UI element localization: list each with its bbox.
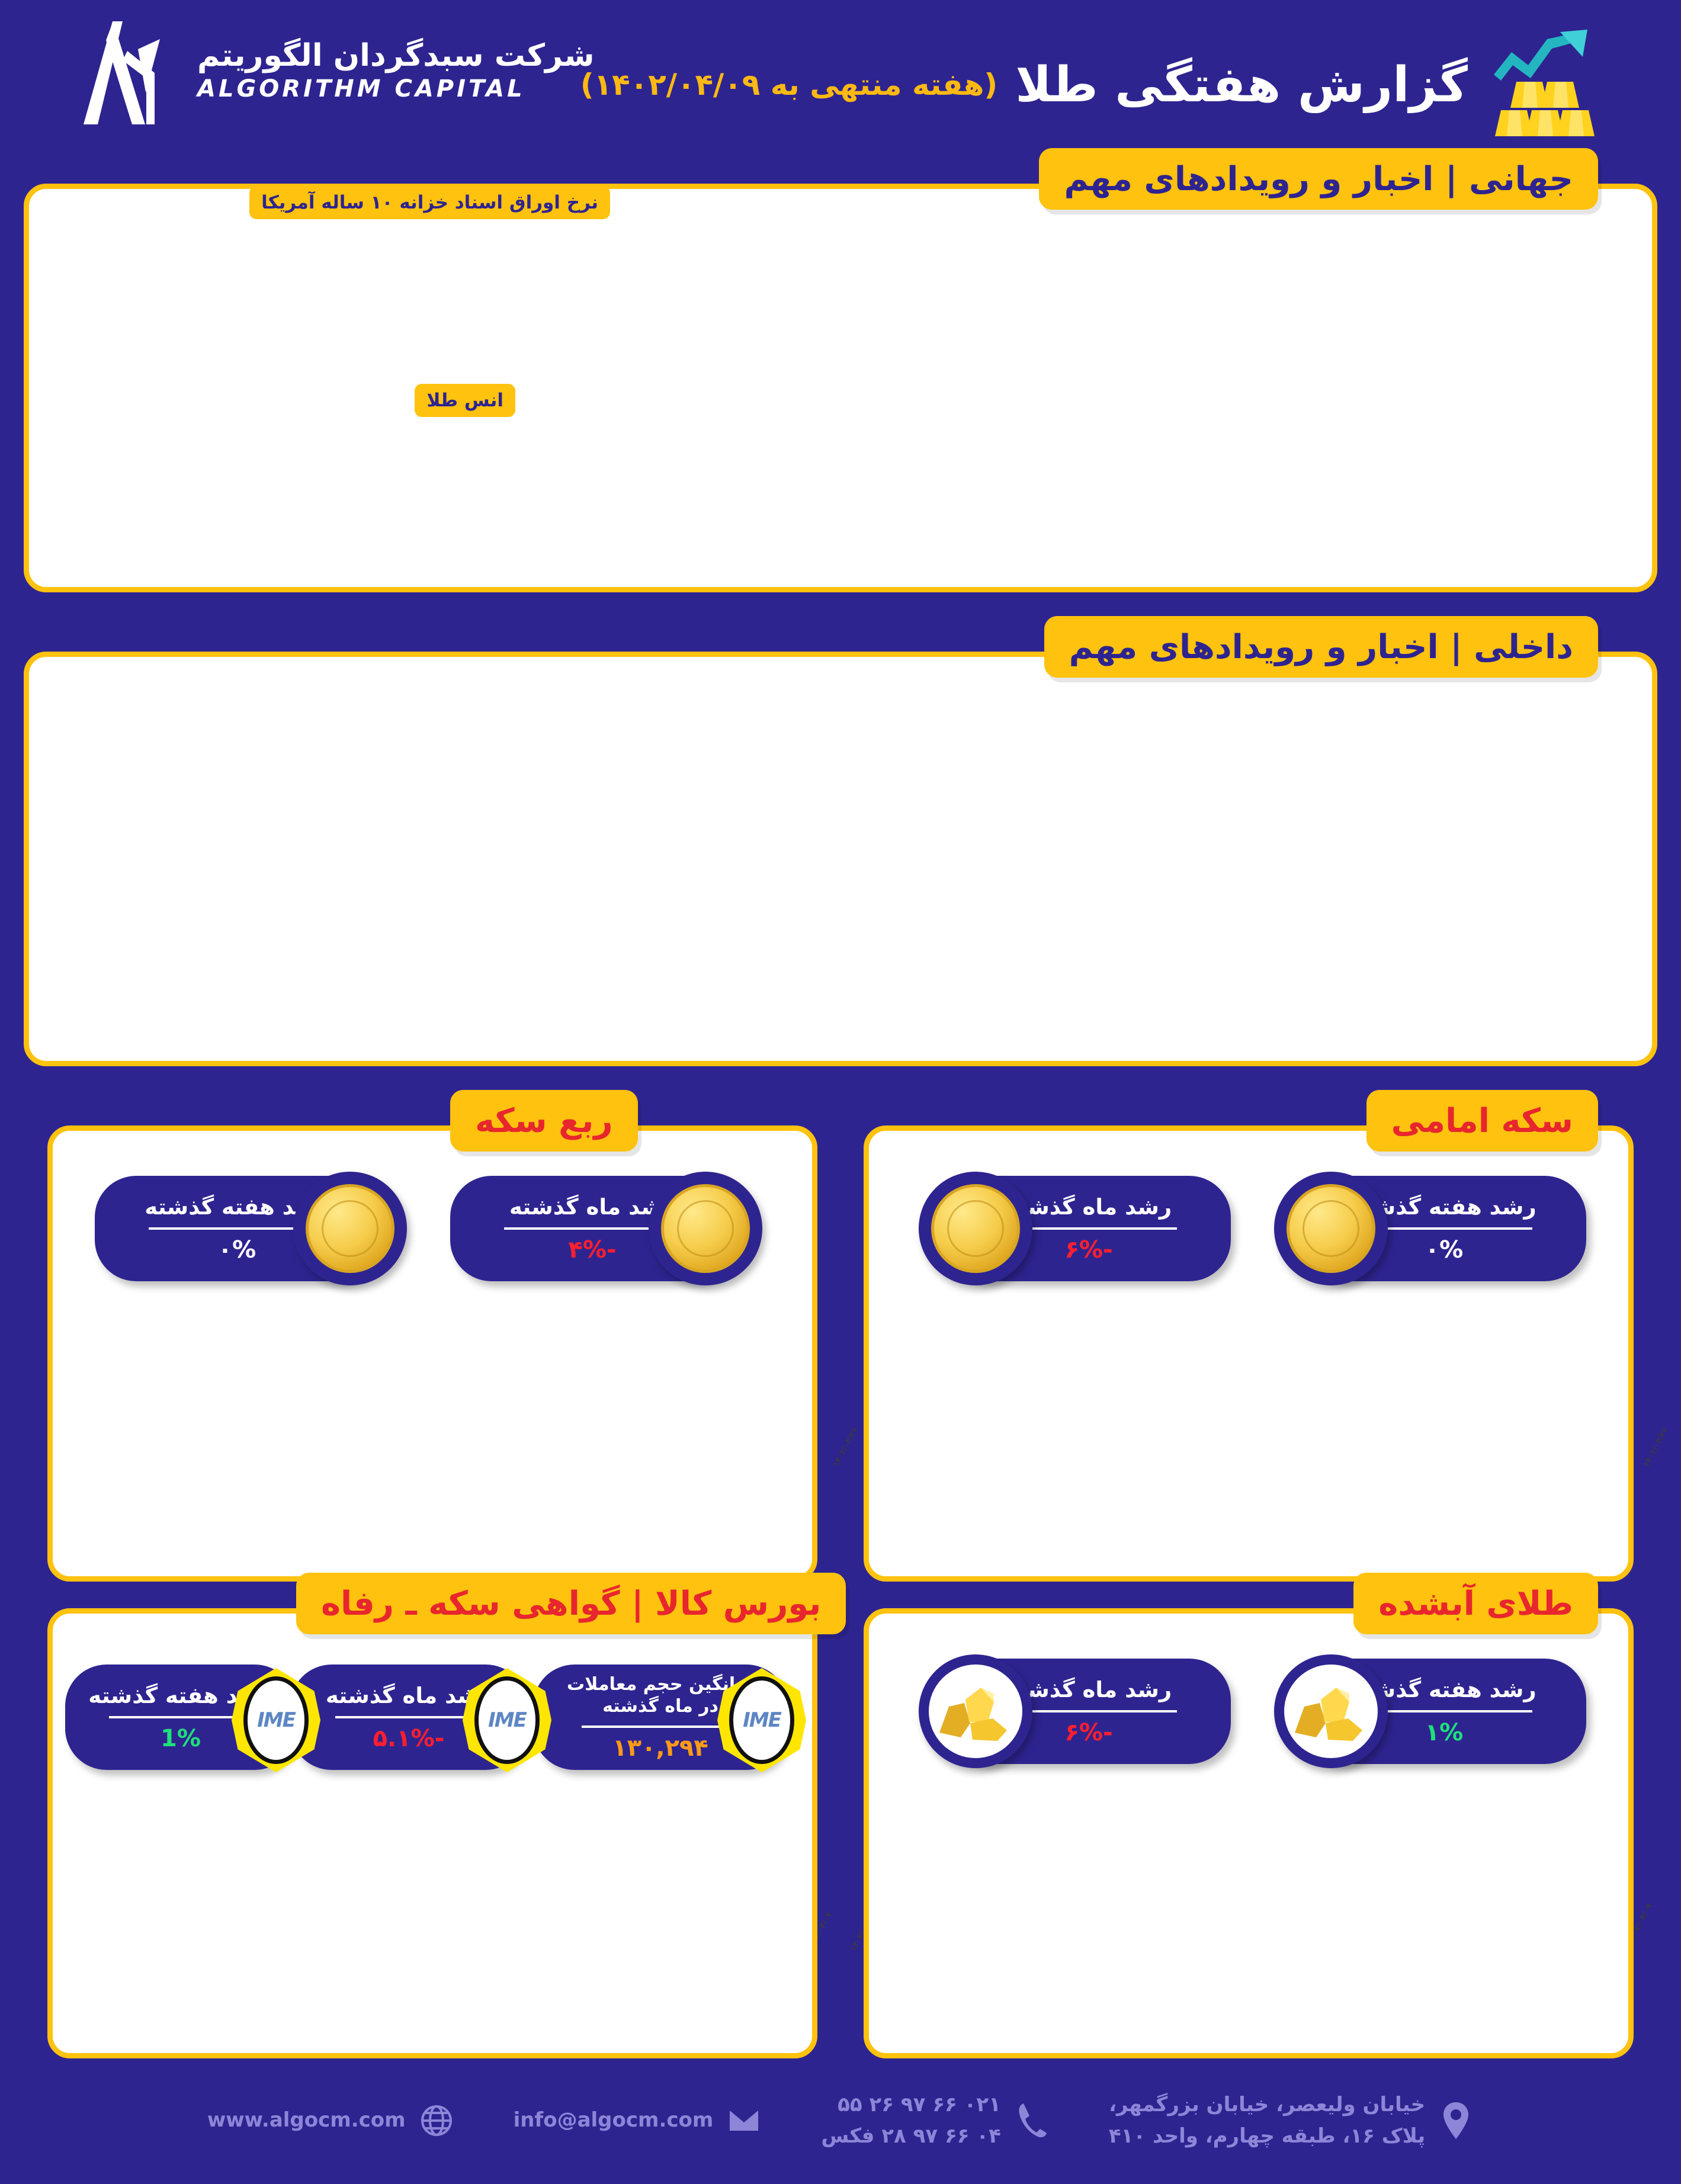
- melted-gold-badge-week: [1274, 1654, 1388, 1768]
- pill-value: ۱۳۰,۲۹۴: [612, 1734, 708, 1762]
- section-banner-emami: سکه امامی: [1366, 1090, 1598, 1152]
- location-pin-icon: [1438, 2101, 1474, 2140]
- envelope-icon: [726, 2101, 762, 2140]
- phone-line-1: ۰۲۱ ۶۶ ۹۷ ۲۶ ۵۵: [838, 2092, 1001, 2116]
- page-subtitle: (هفته منتهی به ۱۴۰۲/۰۴/۰۹): [580, 68, 998, 102]
- footer-phone: ۰۲۱ ۶۶ ۹۷ ۲۶ ۵۵ ۰۴ ۶۶ ۹۷ ۲۸ فکس: [821, 2089, 1050, 2151]
- phone-icon: [1014, 2101, 1050, 2140]
- gold-nugget-icon: [1284, 1665, 1378, 1758]
- emami-coin-badge-month: [919, 1172, 1032, 1285]
- section-banner-bourse: بورس کالا | گواهی سکه ـ رفاه: [296, 1573, 846, 1634]
- globe-icon: [419, 2101, 454, 2140]
- domestic-panel: [24, 652, 1657, 1066]
- address-text: خیابان ولیعصر، خیابان بزرگمهر، پلاک ۱۶، …: [1109, 2089, 1425, 2151]
- gold-coin-icon: [931, 1184, 1020, 1273]
- pill-value: ۱%: [1425, 1718, 1464, 1746]
- footer-website[interactable]: www.algocm.com: [207, 2101, 454, 2140]
- website-text[interactable]: www.algocm.com: [207, 2108, 406, 2132]
- page-title: گزارش هفتگی طلا: [1015, 56, 1468, 113]
- quarter-coin-badge-month: [649, 1172, 762, 1285]
- gold-nugget-icon: [929, 1665, 1022, 1758]
- brand-logo: شرکت سبدگردان الگوریتم ALGORITHM CAPITAL: [56, 17, 595, 126]
- ime-badge-volume: IME: [705, 1663, 819, 1777]
- brand-name-en: ALGORITHM CAPITAL: [197, 75, 525, 103]
- email-text[interactable]: info@algocm.com: [513, 2108, 714, 2132]
- pill-label: میانگین حجم معاملات در ماه گذشته: [567, 1673, 754, 1717]
- section-banner-quarter: ربع سکه: [450, 1090, 638, 1152]
- section-banner-global: جهانی | اخبار و رویدادهای مهم: [1039, 148, 1598, 210]
- footer-address: خیابان ولیعصر، خیابان بزرگمهر، پلاک ۱۶، …: [1109, 2089, 1474, 2151]
- pill-value: -۴%: [568, 1236, 617, 1263]
- algorithm-a-logo-icon: [56, 17, 181, 126]
- emami-coin-badge-week: [1274, 1172, 1388, 1285]
- gold-coin-icon: [1287, 1184, 1375, 1273]
- gold-bars-growth-icon: [1486, 28, 1595, 141]
- pill-value: ۰%: [217, 1236, 256, 1263]
- pill-value: -۶%: [1064, 1236, 1113, 1263]
- pill-value: ۰%: [1425, 1236, 1464, 1263]
- title-group: گزارش هفتگی طلا (هفته منتهی به ۱۴۰۲/۰۴/۰…: [580, 28, 1595, 141]
- ime-logo-icon: IME: [463, 1668, 551, 1772]
- pill-label: رشد ماه گذشته: [1005, 1676, 1172, 1702]
- section-banner-domestic: داخلی | اخبار و رویدادهای مهم: [1044, 616, 1598, 678]
- ime-badge-week: IME: [219, 1663, 333, 1777]
- phone-line-2: ۰۴ ۶۶ ۹۷ ۲۸ فکس: [821, 2124, 1001, 2148]
- footer-email[interactable]: info@algocm.com: [514, 2101, 762, 2140]
- pill-label: رشد ماه گذشته: [1005, 1194, 1172, 1220]
- gold-coin-icon: [306, 1184, 394, 1273]
- section-banner-melted: طلای آبشده: [1353, 1573, 1598, 1634]
- address-line-1: خیابان ولیعصر، خیابان بزرگمهر،: [1109, 2092, 1426, 2116]
- ime-badge-month: IME: [450, 1663, 564, 1777]
- quarter-coin-badge-week: [293, 1172, 407, 1285]
- address-line-2: پلاک ۱۶، طبقه چهارم، واحد ۴۱۰: [1108, 2124, 1426, 2148]
- chart-title-gold-ounce: انس طلا: [415, 384, 515, 417]
- global-panel: [24, 184, 1657, 592]
- pill-label: رشد ماه گذشته: [325, 1682, 492, 1708]
- pill-label: رشد ماه گذشته: [509, 1194, 676, 1220]
- brand-name-fa: شرکت سبدگردان الگوریتم: [197, 37, 595, 73]
- ime-logo-icon: IME: [717, 1668, 806, 1772]
- page-footer: خیابان ولیعصر، خیابان بزرگمهر، پلاک ۱۶، …: [0, 2057, 1681, 2184]
- pill-value: -۶%: [1064, 1718, 1113, 1746]
- pill-value: -۵.۱%: [373, 1724, 445, 1752]
- melted-gold-badge-month: [919, 1654, 1032, 1768]
- ime-logo-icon: IME: [232, 1668, 320, 1772]
- page-header: شرکت سبدگردان الگوریتم ALGORITHM CAPITAL: [0, 0, 1681, 154]
- phone-text: ۰۲۱ ۶۶ ۹۷ ۲۶ ۵۵ ۰۴ ۶۶ ۹۷ ۲۸ فکس: [821, 2089, 1001, 2151]
- pill-value: 1%: [161, 1724, 201, 1752]
- gold-coin-icon: [661, 1184, 750, 1273]
- chart-title-us-treasury: نرخ اوراق اسناد خزانه ۱۰ ساله آمریکا: [249, 186, 610, 219]
